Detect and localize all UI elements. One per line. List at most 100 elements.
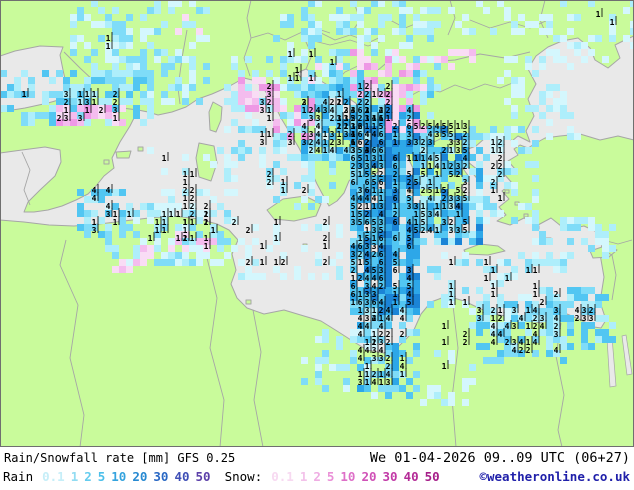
- svg-text:4: 4: [400, 314, 405, 323]
- svg-text:1: 1: [337, 122, 342, 131]
- svg-text:4: 4: [351, 194, 356, 203]
- svg-text:1: 1: [372, 202, 377, 211]
- svg-text:5: 5: [407, 282, 412, 291]
- svg-text:1: 1: [442, 202, 447, 211]
- svg-text:6: 6: [358, 122, 363, 131]
- svg-text:3: 3: [407, 138, 412, 147]
- svg-text:2: 2: [344, 122, 349, 131]
- svg-text:1: 1: [365, 106, 370, 115]
- svg-text:2: 2: [309, 138, 314, 147]
- svg-text:6: 6: [358, 242, 363, 251]
- svg-text:2: 2: [379, 90, 384, 99]
- svg-text:2: 2: [330, 114, 335, 123]
- svg-text:2: 2: [463, 162, 468, 171]
- svg-text:2: 2: [323, 218, 328, 227]
- svg-text:2: 2: [183, 234, 188, 243]
- svg-text:6: 6: [393, 218, 398, 227]
- svg-text:3: 3: [512, 306, 517, 315]
- svg-text:1: 1: [337, 114, 342, 123]
- svg-text:3: 3: [260, 106, 265, 115]
- svg-text:1: 1: [92, 218, 97, 227]
- svg-text:3: 3: [456, 138, 461, 147]
- svg-text:1: 1: [323, 138, 328, 147]
- svg-text:2: 2: [190, 186, 195, 195]
- svg-text:3: 3: [554, 306, 559, 315]
- svg-text:3: 3: [309, 114, 314, 123]
- svg-text:1: 1: [442, 362, 447, 371]
- svg-text:1: 1: [449, 282, 454, 291]
- svg-text:3: 3: [435, 130, 440, 139]
- svg-text:1: 1: [435, 170, 440, 179]
- svg-text:1: 1: [288, 74, 293, 83]
- svg-text:4: 4: [106, 186, 111, 195]
- svg-text:5: 5: [442, 130, 447, 139]
- svg-text:1: 1: [533, 282, 538, 291]
- svg-text:1: 1: [372, 330, 377, 339]
- svg-text:4: 4: [302, 122, 307, 131]
- svg-text:4: 4: [379, 106, 384, 115]
- svg-text:2: 2: [267, 170, 272, 179]
- svg-text:3: 3: [407, 202, 412, 211]
- svg-text:1: 1: [533, 290, 538, 299]
- svg-text:2: 2: [386, 106, 391, 115]
- svg-text:4: 4: [407, 218, 412, 227]
- svg-text:1: 1: [358, 258, 363, 267]
- svg-text:3: 3: [442, 218, 447, 227]
- copyright: ©weatheronline.co.uk: [479, 469, 630, 484]
- svg-text:4: 4: [554, 346, 559, 355]
- svg-text:6: 6: [351, 178, 356, 187]
- svg-text:2: 2: [309, 146, 314, 155]
- svg-text:4: 4: [407, 290, 412, 299]
- svg-text:6: 6: [379, 146, 384, 155]
- svg-text:4: 4: [358, 346, 363, 355]
- svg-text:3: 3: [456, 146, 461, 155]
- svg-text:6: 6: [351, 282, 356, 291]
- svg-text:1: 1: [183, 170, 188, 179]
- svg-text:4: 4: [92, 186, 97, 195]
- svg-text:2: 2: [386, 362, 391, 371]
- svg-text:2: 2: [421, 226, 426, 235]
- svg-text:4: 4: [491, 322, 496, 331]
- svg-text:1: 1: [78, 90, 83, 99]
- svg-text:3: 3: [414, 138, 419, 147]
- svg-text:1: 1: [449, 146, 454, 155]
- svg-text:3: 3: [64, 90, 69, 99]
- svg-text:6: 6: [379, 114, 384, 123]
- svg-text:4: 4: [372, 378, 377, 387]
- svg-text:3: 3: [288, 138, 293, 147]
- svg-text:2: 2: [491, 162, 496, 171]
- svg-text:6: 6: [358, 106, 363, 115]
- svg-text:1: 1: [484, 258, 489, 267]
- svg-text:1: 1: [309, 50, 314, 59]
- svg-text:2: 2: [386, 98, 391, 107]
- svg-text:5: 5: [372, 266, 377, 275]
- svg-text:2: 2: [421, 146, 426, 155]
- svg-text:6: 6: [393, 266, 398, 275]
- svg-text:3: 3: [323, 106, 328, 115]
- svg-text:1: 1: [421, 154, 426, 163]
- svg-text:6: 6: [379, 178, 384, 187]
- svg-text:2: 2: [190, 210, 195, 219]
- svg-text:1: 1: [365, 362, 370, 371]
- svg-text:1: 1: [428, 162, 433, 171]
- svg-text:1: 1: [365, 226, 370, 235]
- svg-text:2: 2: [344, 98, 349, 107]
- svg-text:2: 2: [519, 346, 524, 355]
- svg-text:4: 4: [435, 122, 440, 131]
- svg-text:3: 3: [267, 90, 272, 99]
- svg-text:1: 1: [302, 106, 307, 115]
- svg-text:3: 3: [365, 242, 370, 251]
- svg-text:4: 4: [379, 210, 384, 219]
- svg-text:4: 4: [372, 274, 377, 283]
- svg-text:2: 2: [365, 138, 370, 147]
- svg-text:5: 5: [414, 122, 419, 131]
- svg-text:2: 2: [337, 98, 342, 107]
- svg-text:4: 4: [505, 322, 510, 331]
- precip-snow-cells: [56, 14, 476, 273]
- svg-text:4: 4: [358, 322, 363, 331]
- svg-text:4: 4: [351, 106, 356, 115]
- svg-text:3: 3: [78, 114, 83, 123]
- svg-text:1: 1: [498, 194, 503, 203]
- svg-text:4: 4: [512, 346, 517, 355]
- svg-text:4: 4: [316, 138, 321, 147]
